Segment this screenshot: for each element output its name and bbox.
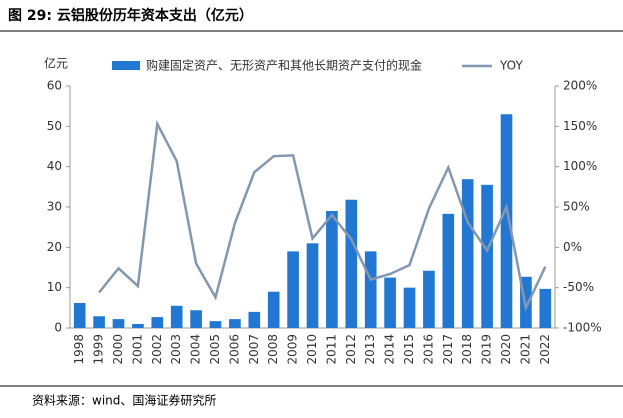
x-tick-label: 2012 xyxy=(344,334,358,365)
bar xyxy=(93,316,105,328)
bar xyxy=(132,323,144,328)
bar xyxy=(423,270,435,328)
bar xyxy=(267,291,280,328)
y-tick-label: 50 xyxy=(47,119,62,133)
y2-tick-label: 100% xyxy=(563,159,597,173)
x-tick-label: 2017 xyxy=(441,334,455,365)
chart-title: 图 29: 云铝股份历年资本支出（亿元） xyxy=(8,7,253,24)
x-tick-label: 1998 xyxy=(72,334,86,365)
line xyxy=(98,119,547,312)
bar xyxy=(229,319,241,328)
x-tick-label: 2021 xyxy=(518,334,532,365)
bar xyxy=(287,251,299,328)
y2-tick-label: -100% xyxy=(563,321,602,335)
y-tick-label: 40 xyxy=(47,159,62,173)
x-tick-label: 2022 xyxy=(538,334,552,365)
bar xyxy=(403,287,416,328)
x-tick-label: 2020 xyxy=(499,334,513,365)
bar xyxy=(481,184,493,328)
legend-swatch xyxy=(112,61,140,70)
y-axis-label: 亿元 xyxy=(44,56,68,71)
x-tick-label: 2008 xyxy=(266,334,280,365)
x-tick-label: 2009 xyxy=(286,334,300,365)
bar xyxy=(442,213,455,328)
y-tick-label: 20 xyxy=(47,240,62,254)
x-tick-label: 2014 xyxy=(383,334,397,365)
y-tick-label: 0 xyxy=(54,321,62,335)
bar xyxy=(209,321,222,328)
bar xyxy=(306,243,319,328)
x-tick-label: 2005 xyxy=(208,334,222,365)
y2-tick-label: 50% xyxy=(563,200,590,214)
bar xyxy=(539,288,552,328)
x-tick-label: 2006 xyxy=(227,334,241,365)
y2-tick-label: -50% xyxy=(563,280,594,294)
legend-label: YOY xyxy=(499,59,523,73)
x-tick-label: 2010 xyxy=(305,334,319,365)
bar xyxy=(248,311,261,328)
x-tick-label: 2018 xyxy=(460,334,474,365)
y-tick-label: 30 xyxy=(47,200,62,214)
bar xyxy=(326,211,338,328)
bar xyxy=(112,319,125,328)
bar xyxy=(500,114,513,328)
x-tick-label: 2002 xyxy=(150,334,164,365)
x-tick-label: 2019 xyxy=(480,334,494,365)
x-tick-label: 2003 xyxy=(169,334,183,365)
y-tick-label: 10 xyxy=(47,280,62,294)
x-tick-label: 2001 xyxy=(130,334,144,365)
legend-label: 购建固定资产、无形资产和其他长期资产支付的现金 xyxy=(146,58,422,73)
x-tick-label: 2011 xyxy=(324,334,338,365)
bar xyxy=(461,179,474,328)
bar xyxy=(384,277,396,328)
bar xyxy=(170,305,183,328)
bar xyxy=(73,302,86,328)
bar xyxy=(364,251,377,328)
bar xyxy=(190,310,202,328)
x-tick-label: 2000 xyxy=(111,334,125,365)
x-tick-label: 2013 xyxy=(363,334,377,365)
y2-tick-label: 200% xyxy=(563,79,597,93)
x-tick-label: 2007 xyxy=(247,334,261,365)
source: 资料来源：wind、国海证券研究所 xyxy=(32,393,216,408)
x-tick-label: 2004 xyxy=(189,334,203,365)
x-tick-label: 1999 xyxy=(92,334,106,365)
x-tick-label: 2016 xyxy=(421,334,435,365)
y-tick-label: 60 xyxy=(47,79,62,93)
y2-tick-label: 0% xyxy=(563,240,582,254)
y2-tick-label: 150% xyxy=(563,119,597,133)
bar xyxy=(151,317,164,328)
bar xyxy=(345,199,358,328)
x-tick-label: 2015 xyxy=(402,334,416,365)
